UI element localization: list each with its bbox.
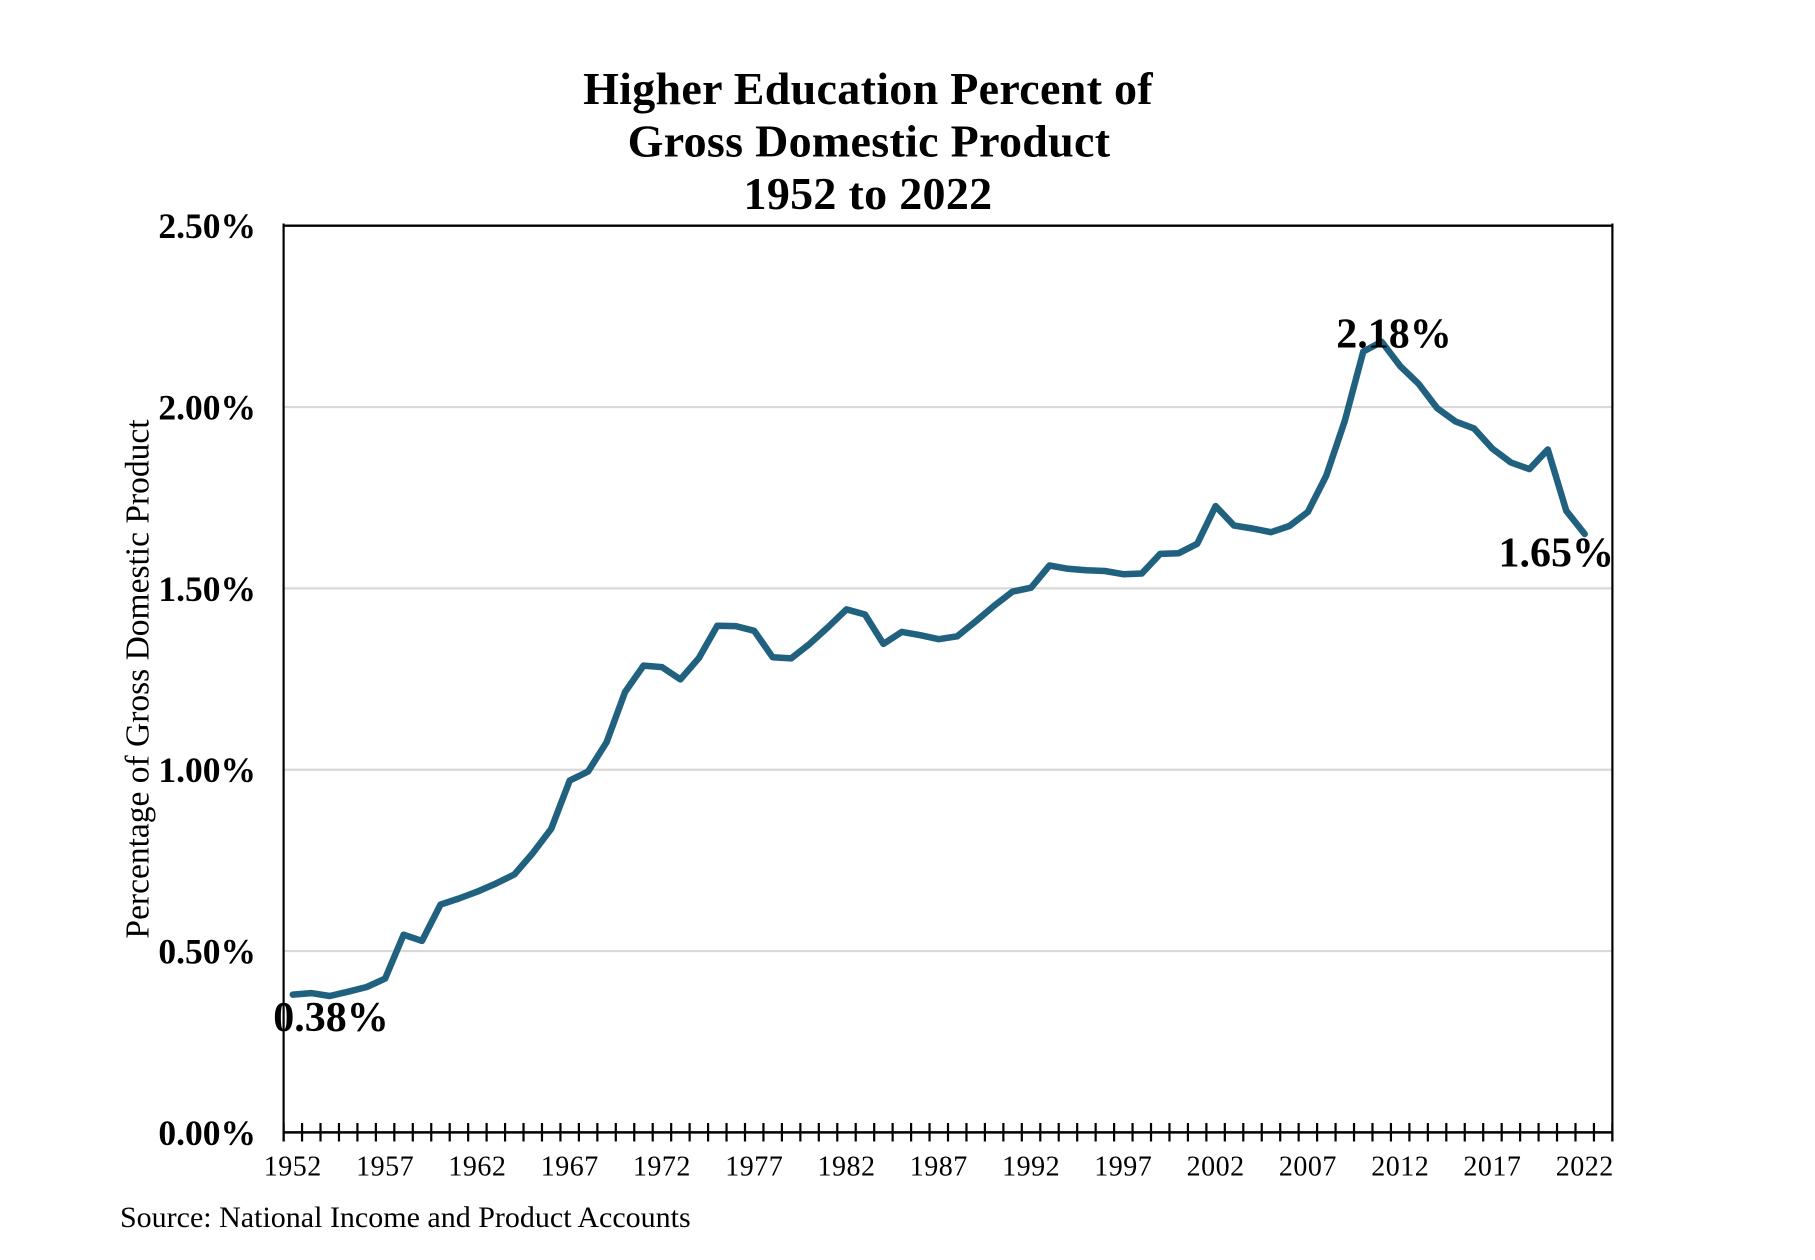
svg-text:2.18%: 2.18% bbox=[1336, 311, 1452, 357]
svg-text:0.50%: 0.50% bbox=[158, 932, 256, 972]
svg-text:1.50%: 1.50% bbox=[158, 569, 256, 609]
svg-text:1982: 1982 bbox=[818, 1152, 876, 1183]
svg-text:0.38%: 0.38% bbox=[273, 995, 389, 1041]
svg-text:2022: 2022 bbox=[1556, 1152, 1614, 1183]
svg-text:2.00%: 2.00% bbox=[158, 387, 256, 427]
svg-text:2012: 2012 bbox=[1371, 1152, 1429, 1183]
svg-text:1957: 1957 bbox=[356, 1152, 414, 1183]
svg-text:Higher Education Percent of: Higher Education Percent of bbox=[583, 63, 1153, 114]
svg-text:1952 to 2022: 1952 to 2022 bbox=[744, 168, 993, 219]
svg-text:1.65%: 1.65% bbox=[1499, 531, 1615, 577]
svg-text:1952: 1952 bbox=[264, 1152, 322, 1183]
svg-text:Source: National Income and Pr: Source: National Income and Product Acco… bbox=[120, 1201, 691, 1234]
svg-text:1972: 1972 bbox=[633, 1152, 691, 1183]
svg-text:0.00%: 0.00% bbox=[158, 1113, 256, 1153]
svg-text:1992: 1992 bbox=[1002, 1152, 1060, 1183]
svg-text:Gross Domestic Product: Gross Domestic Product bbox=[628, 116, 1111, 167]
svg-text:Percentage of Gross Domestic P: Percentage of Gross Domestic Product bbox=[120, 419, 157, 939]
svg-text:1.00%: 1.00% bbox=[158, 750, 256, 790]
svg-text:2007: 2007 bbox=[1279, 1152, 1337, 1183]
svg-text:1962: 1962 bbox=[448, 1152, 506, 1183]
svg-text:1967: 1967 bbox=[541, 1152, 599, 1183]
svg-text:1987: 1987 bbox=[910, 1152, 968, 1183]
svg-text:2002: 2002 bbox=[1187, 1152, 1245, 1183]
svg-text:1977: 1977 bbox=[725, 1152, 783, 1183]
svg-text:2.50%: 2.50% bbox=[158, 206, 256, 246]
svg-text:1997: 1997 bbox=[1094, 1152, 1152, 1183]
svg-text:2017: 2017 bbox=[1463, 1152, 1521, 1183]
